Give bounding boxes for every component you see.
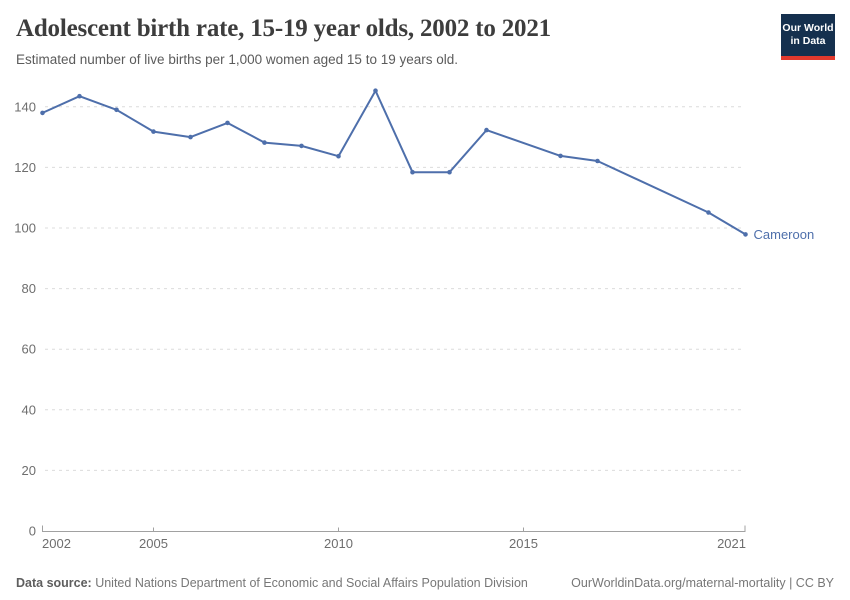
data-point[interactable] (151, 129, 156, 134)
data-source-text: United Nations Department of Economic an… (91, 576, 528, 590)
owid-logo-line2: in Data (790, 35, 826, 47)
owid-logo-line1: Our World (782, 22, 834, 35)
y-axis-tick-label: 40 (22, 402, 36, 417)
data-point[interactable] (373, 88, 378, 93)
y-axis-tick-label: 80 (22, 281, 36, 296)
chart-subtitle: Estimated number of live births per 1,00… (16, 52, 458, 67)
data-point[interactable] (40, 110, 45, 116)
data-point[interactable] (262, 140, 267, 145)
page-title: Adolescent birth rate, 15-19 year olds, … (16, 15, 551, 42)
data-point[interactable] (447, 169, 452, 175)
x-axis-tick-label: 2002 (42, 536, 71, 551)
data-point[interactable] (706, 210, 711, 215)
data-point[interactable] (77, 93, 82, 99)
y-axis-tick-label: 100 (14, 221, 36, 236)
series-line (41, 89, 747, 236)
y-axis-tick-label: 140 (14, 99, 36, 114)
data-point[interactable] (188, 134, 193, 140)
data-point[interactable] (484, 127, 489, 133)
data-point[interactable] (410, 169, 415, 175)
x-axis-tick-label: 2005 (139, 536, 168, 551)
chart-footer: Data source: United Nations Department o… (16, 576, 834, 590)
data-source-label: Data source: (16, 576, 92, 590)
series-end-label: Cameroon (754, 227, 815, 242)
x-axis-tick-label: 2010 (324, 536, 353, 551)
data-point[interactable] (595, 158, 600, 164)
y-axis-tick-label: 0 (29, 524, 36, 539)
data-point[interactable] (299, 143, 304, 149)
owid-logo: Our World in Data (781, 14, 835, 60)
data-point[interactable] (558, 153, 563, 159)
y-axis-tick-label: 60 (22, 342, 36, 357)
owid-citation-link[interactable]: OurWorldinData.org/maternal-mortality | … (571, 576, 834, 590)
x-axis-tick-label: 2015 (509, 536, 538, 551)
y-axis-tick-label: 120 (14, 160, 36, 175)
x-axis-tick-label: 2021 (717, 536, 746, 551)
data-point[interactable] (114, 107, 119, 113)
x-axis-line (42, 525, 746, 532)
data-point[interactable] (336, 153, 341, 159)
data-source-note: Data source: United Nations Department o… (16, 576, 528, 590)
data-point[interactable] (225, 120, 230, 126)
data-point[interactable] (743, 232, 748, 237)
chart-header: Adolescent birth rate, 15-19 year olds, … (16, 14, 770, 69)
y-axis-tick-label: 20 (22, 463, 36, 478)
